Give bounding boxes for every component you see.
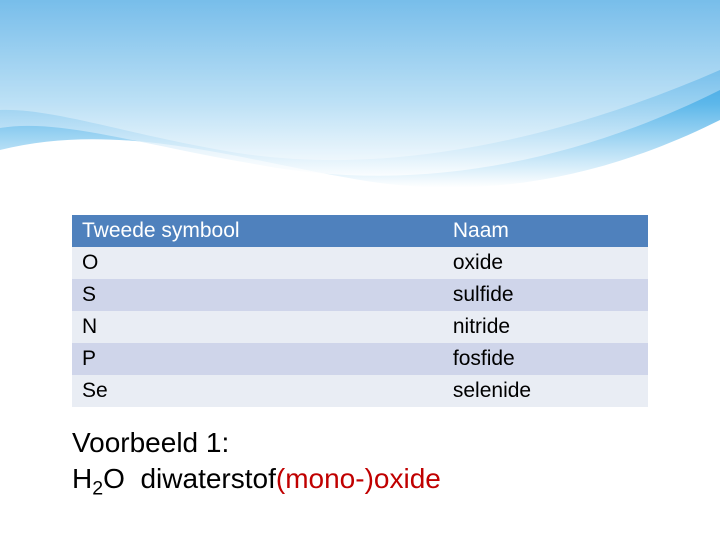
cell-name: selenide [443, 375, 648, 407]
formula-subscript: 2 [92, 478, 103, 500]
table-header-row: Tweede symbool Naam [72, 215, 648, 247]
example-line1: Voorbeeld 1: [72, 425, 648, 461]
cell-symbol: S [72, 279, 443, 311]
table-row: N nitride [72, 311, 648, 343]
col-header-symbol: Tweede symbool [72, 215, 443, 247]
cell-symbol: P [72, 343, 443, 375]
cell-symbol: O [72, 247, 443, 279]
table-row: P fosfide [72, 343, 648, 375]
example-text: Voorbeeld 1: H2O diwaterstof(mono-)oxide [72, 425, 648, 502]
formula-suffix: O [103, 463, 125, 494]
symbol-name-table: Tweede symbool Naam O oxide S sulfide N … [72, 215, 648, 407]
cell-name: sulfide [443, 279, 648, 311]
name-after: oxide [374, 463, 441, 494]
table-row: Se selenide [72, 375, 648, 407]
cell-symbol: N [72, 311, 443, 343]
cell-name: nitride [443, 311, 648, 343]
table-row: O oxide [72, 247, 648, 279]
name-paren: (mono-) [276, 463, 374, 494]
cell-name: fosfide [443, 343, 648, 375]
example-line2: H2O diwaterstof(mono-)oxide [72, 461, 648, 502]
table-row: S sulfide [72, 279, 648, 311]
formula-prefix: H [72, 463, 92, 494]
header-wave [0, 0, 720, 200]
cell-name: oxide [443, 247, 648, 279]
col-header-name: Naam [443, 215, 648, 247]
cell-symbol: Se [72, 375, 443, 407]
name-before: diwaterstof [140, 463, 275, 494]
